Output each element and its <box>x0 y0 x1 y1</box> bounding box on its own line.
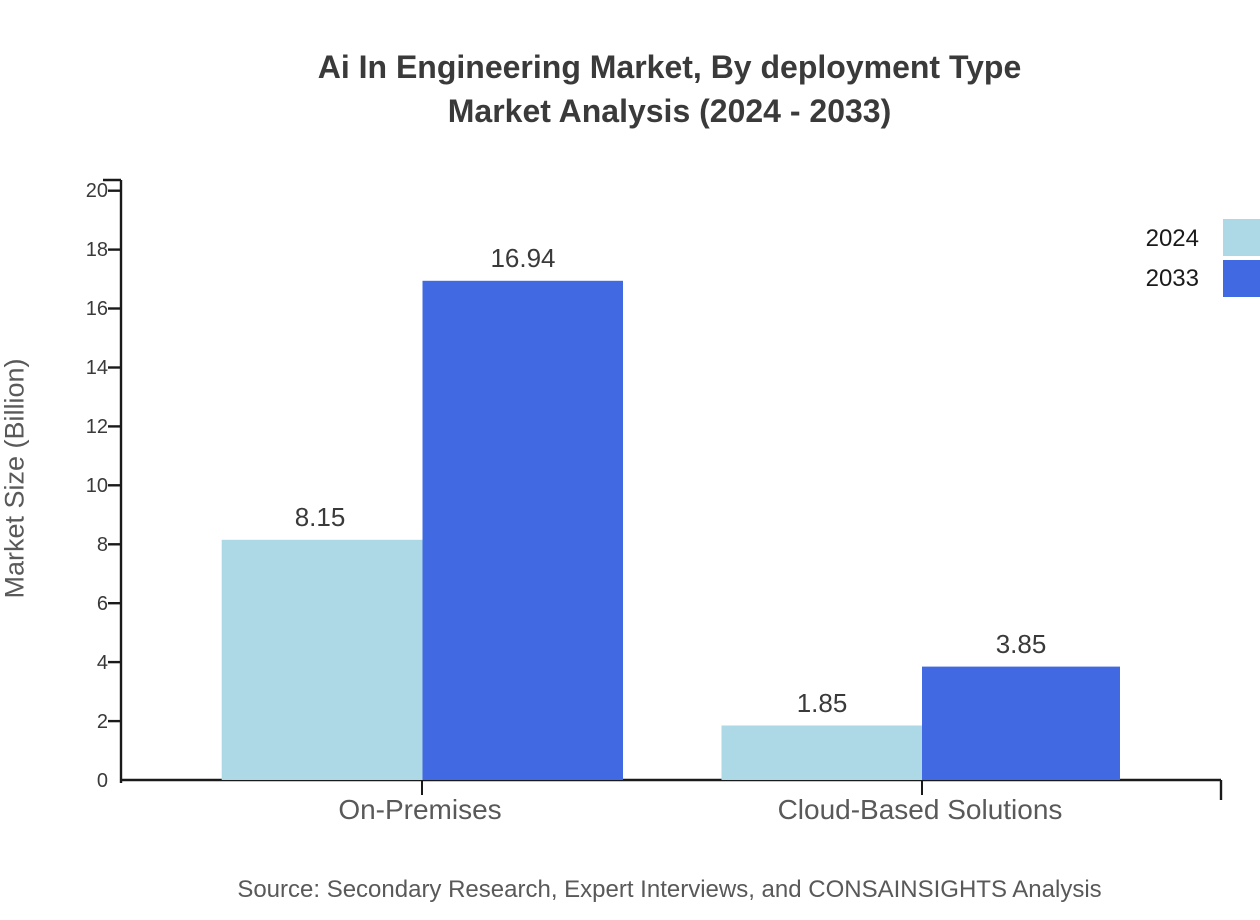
svg-text:18: 18 <box>86 239 108 261</box>
svg-text:8: 8 <box>97 534 108 556</box>
svg-text:On-Premises: On-Premises <box>338 794 501 825</box>
svg-text:16.94: 16.94 <box>490 243 555 273</box>
svg-text:8.15: 8.15 <box>295 502 346 532</box>
svg-text:2: 2 <box>97 711 108 733</box>
svg-text:10: 10 <box>86 475 108 497</box>
svg-text:2024: 2024 <box>1146 225 1199 252</box>
svg-text:4: 4 <box>97 652 108 674</box>
svg-text:16: 16 <box>86 298 108 320</box>
svg-text:1.85: 1.85 <box>797 688 848 718</box>
svg-text:3.85: 3.85 <box>996 629 1047 659</box>
svg-text:20: 20 <box>86 180 108 202</box>
svg-text:2033: 2033 <box>1146 265 1199 292</box>
svg-text:Cloud-Based Solutions: Cloud-Based Solutions <box>778 794 1063 825</box>
svg-text:6: 6 <box>97 593 108 615</box>
svg-text:0: 0 <box>97 770 108 792</box>
svg-text:14: 14 <box>86 357 108 379</box>
svg-text:12: 12 <box>86 416 108 438</box>
